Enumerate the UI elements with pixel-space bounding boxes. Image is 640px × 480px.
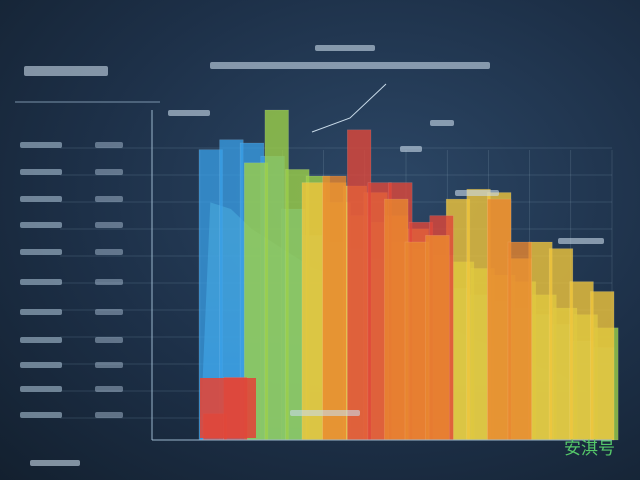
decorative-glyph-mark (95, 196, 123, 202)
bar-series-3 (301, 182, 326, 441)
decorative-glyph-mark (430, 120, 454, 126)
decorative-glyph-mark (95, 337, 123, 343)
decorative-glyph-mark (290, 410, 360, 416)
bar-series-5 (425, 235, 450, 441)
bar-series-5 (507, 241, 532, 441)
decorative-glyph-mark (20, 337, 62, 343)
decor-layer (15, 45, 604, 466)
bar-series-3 (590, 291, 615, 441)
bar-series-5 (487, 198, 512, 441)
bar-series-2 (264, 109, 289, 441)
decorative-glyph-mark (168, 110, 210, 116)
decorative-glyph-mark (95, 169, 123, 175)
decorative-glyph-mark (95, 142, 123, 148)
bar-series-4 (346, 129, 372, 441)
decorative-glyph-mark (20, 169, 62, 175)
decorative-glyph-mark (20, 386, 62, 392)
decorative-glyph-mark (20, 249, 62, 255)
decorative-glyph-mark (455, 190, 499, 196)
decorative-glyph-mark (95, 386, 123, 392)
decorative-glyph-mark (95, 309, 123, 315)
decorative-glyph-mark (20, 142, 62, 148)
decorative-glyph-mark (20, 279, 62, 285)
annotation-leader (311, 83, 387, 133)
decorative-glyph-mark (400, 146, 422, 152)
decorative-glyph-mark (20, 309, 62, 315)
decorative-glyph-mark (558, 238, 604, 244)
bar-series-5 (384, 198, 409, 441)
decorative-glyph-mark (24, 66, 108, 76)
bar-series-3 (528, 241, 553, 441)
bar-series-3 (569, 281, 594, 441)
decorative-glyph-mark (30, 460, 80, 466)
bars (198, 109, 619, 441)
decorative-glyph-mark (95, 362, 123, 368)
decorative-glyph-mark (95, 249, 123, 255)
bar-series-3 (548, 248, 574, 441)
decorative-glyph-mark (95, 279, 123, 285)
decorative-glyph-mark (20, 362, 62, 368)
decorative-glyph-mark (210, 62, 490, 69)
decorative-glyph-mark (95, 412, 123, 418)
bar-accent-red (200, 378, 256, 438)
bar-series-3 (466, 188, 491, 441)
decorative-glyph-mark (20, 412, 62, 418)
decorative-glyph-mark (20, 196, 62, 202)
bar-series-5 (404, 241, 429, 441)
bar-series-5 (322, 175, 347, 441)
decorative-glyph-mark (315, 45, 375, 51)
decorative-glyph-mark (95, 222, 123, 228)
decorative-glyph-mark (20, 222, 62, 228)
watermark: 安淇号 (564, 439, 615, 459)
